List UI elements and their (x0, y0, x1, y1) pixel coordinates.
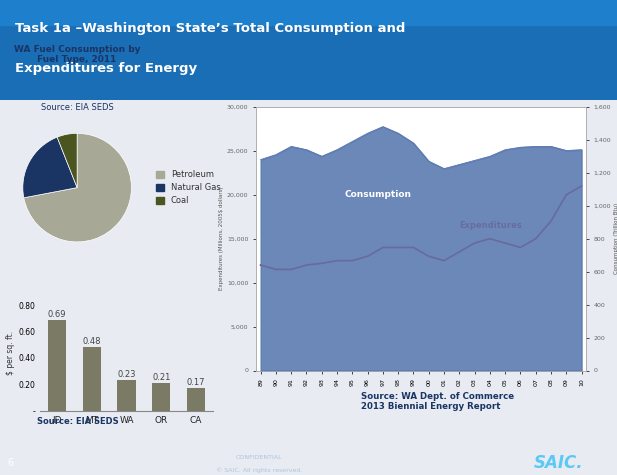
Bar (152, 383, 170, 411)
Text: Source: WA Dept. of Commerce
2013 Biennial Energy Report: Source: WA Dept. of Commerce 2013 Bienni… (361, 392, 514, 411)
Bar (117, 380, 136, 411)
Legend: Petroleum, Natural Gas, Coal: Petroleum, Natural Gas, Coal (156, 170, 221, 205)
Text: 0.17: 0.17 (187, 378, 205, 387)
Text: WA Fuel Consumption by
Fuel Type, 2011: WA Fuel Consumption by Fuel Type, 2011 (14, 45, 141, 65)
Text: Consumption: Consumption (345, 190, 412, 200)
Text: 0.23: 0.23 (117, 370, 136, 380)
Text: Expenditures for Energy: Expenditures for Energy (15, 62, 197, 75)
Wedge shape (23, 137, 77, 198)
Text: Task 1a –Washington State’s Total Consumption and: Task 1a –Washington State’s Total Consum… (15, 22, 406, 35)
Text: 6: 6 (7, 457, 14, 468)
Bar (83, 347, 101, 411)
Bar (187, 389, 205, 411)
Text: 0.69: 0.69 (48, 310, 66, 319)
Y-axis label: $ per sq. ft.: $ per sq. ft. (6, 331, 15, 375)
Bar (48, 320, 66, 411)
Text: Expenditures: Expenditures (459, 221, 522, 230)
Bar (0, 0, 617, 25)
Text: CONFIDENTIAL: CONFIDENTIAL (236, 455, 283, 460)
Wedge shape (57, 133, 77, 188)
Text: 0.48: 0.48 (83, 337, 101, 346)
Text: SAIC.: SAIC. (534, 454, 583, 472)
Text: 0.21: 0.21 (152, 373, 170, 382)
Wedge shape (24, 133, 131, 242)
Y-axis label: Consumption (Trillion Btu): Consumption (Trillion Btu) (614, 203, 617, 274)
Text: Source: EIA SEDS: Source: EIA SEDS (37, 417, 118, 426)
Text: © SAIC. All rights reserved.: © SAIC. All rights reserved. (216, 467, 302, 473)
Text: Source: EIA SEDS: Source: EIA SEDS (41, 104, 114, 113)
Y-axis label: Expenditures (Millions, 2005$ dollars): Expenditures (Millions, 2005$ dollars) (219, 187, 224, 291)
